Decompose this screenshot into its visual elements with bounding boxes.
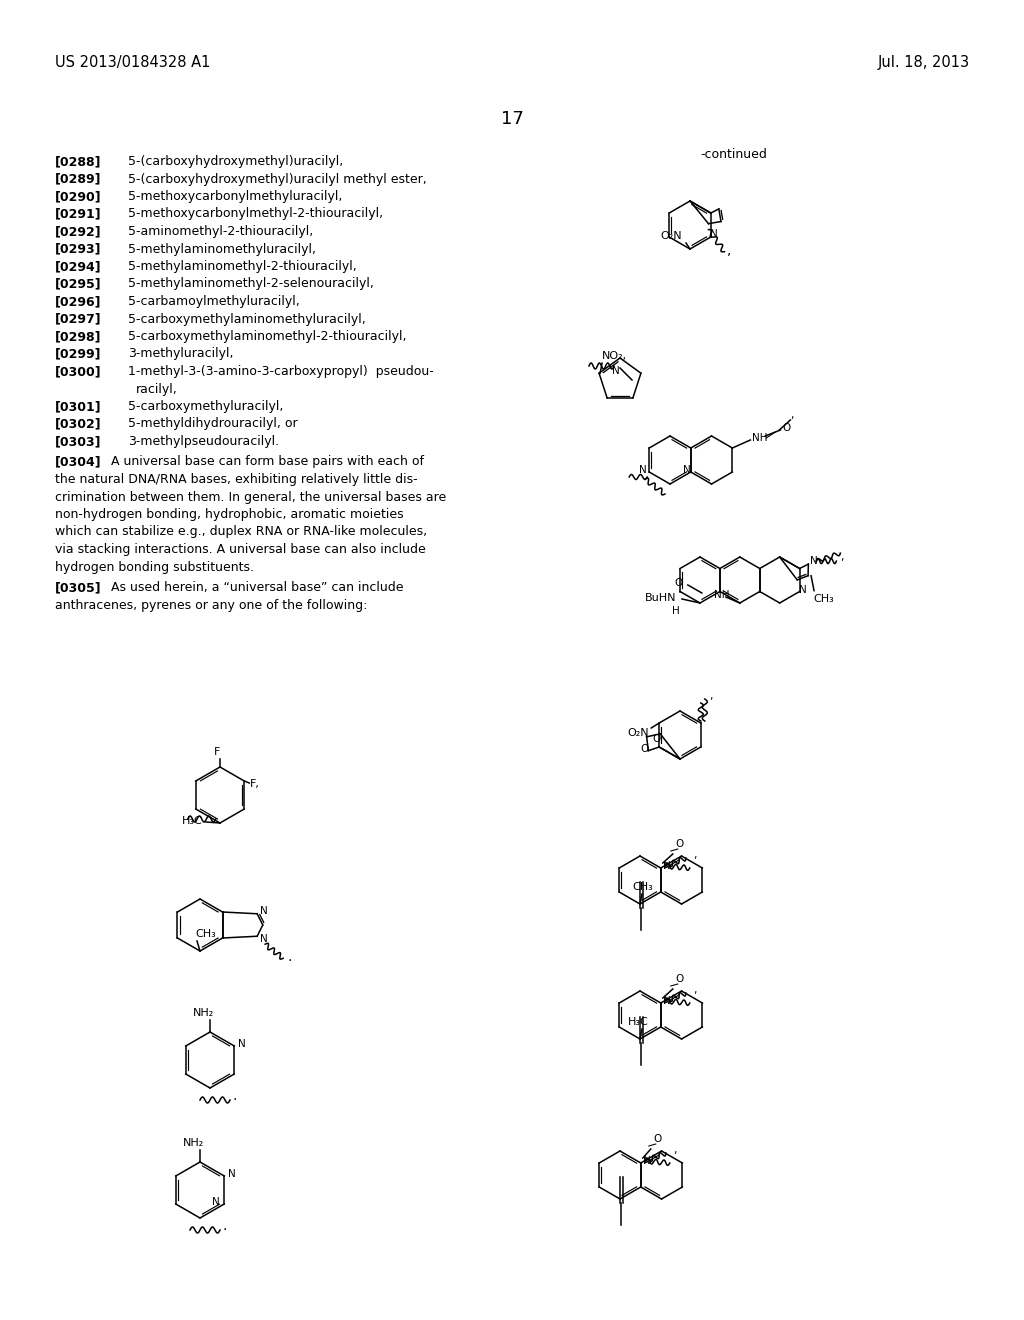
Text: [0293]: [0293] (55, 243, 101, 256)
Text: N: N (663, 997, 671, 1006)
Text: 5-(carboxyhydroxymethyl)uracilyl,: 5-(carboxyhydroxymethyl)uracilyl, (128, 154, 343, 168)
Text: anthracenes, pyrenes or any one of the following:: anthracenes, pyrenes or any one of the f… (55, 598, 368, 611)
Text: [0288]: [0288] (55, 154, 101, 168)
Text: 5-methylaminomethyl-2-selenouracilyl,: 5-methylaminomethyl-2-selenouracilyl, (128, 277, 374, 290)
Text: [0299]: [0299] (55, 347, 101, 360)
Text: 3-methylpseudouracilyl.: 3-methylpseudouracilyl. (128, 436, 280, 447)
Text: 5-methyldihydrouracilyl, or: 5-methyldihydrouracilyl, or (128, 417, 298, 430)
Text: CH₃: CH₃ (813, 594, 834, 603)
Text: [0303]: [0303] (55, 436, 101, 447)
Text: ,: , (791, 411, 794, 420)
Text: 5-carbamoylmethyluracilyl,: 5-carbamoylmethyluracilyl, (128, 294, 300, 308)
Text: non-hydrogen bonding, hydrophobic, aromatic moieties: non-hydrogen bonding, hydrophobic, aroma… (55, 508, 403, 521)
Text: via stacking interactions. A universal base can also include: via stacking interactions. A universal b… (55, 543, 426, 556)
Text: 5-methoxycarbonylmethyluracilyl,: 5-methoxycarbonylmethyluracilyl, (128, 190, 342, 203)
Text: .: . (232, 1089, 237, 1104)
Text: N: N (239, 1039, 246, 1049)
Text: CH₃: CH₃ (632, 882, 652, 892)
Text: [0295]: [0295] (55, 277, 101, 290)
Text: .: . (287, 950, 292, 964)
Text: NH₂: NH₂ (183, 1138, 205, 1148)
Text: ,: , (709, 690, 713, 701)
Text: BuHN: BuHN (645, 593, 677, 603)
Text: N: N (260, 935, 268, 944)
Text: F,: F, (250, 779, 260, 789)
Text: O₂N: O₂N (660, 231, 682, 242)
Text: ,: , (693, 985, 696, 995)
Text: N: N (612, 366, 620, 376)
Text: F: F (214, 747, 220, 756)
Text: [0298]: [0298] (55, 330, 101, 343)
Text: ,: , (693, 850, 696, 861)
Text: NH₂: NH₂ (194, 1008, 215, 1018)
Text: [0300]: [0300] (55, 366, 101, 378)
Text: 5-methylaminomethyl-2-thiouracilyl,: 5-methylaminomethyl-2-thiouracilyl, (128, 260, 356, 273)
Text: racilyl,: racilyl, (136, 383, 178, 396)
Text: O: O (640, 743, 648, 754)
Text: 5-carboxymethylaminomethyluracilyl,: 5-carboxymethylaminomethyluracilyl, (128, 313, 366, 326)
Text: ,: , (673, 1144, 676, 1155)
Text: NH: NH (753, 433, 768, 444)
Text: A universal base can form base pairs with each of: A universal base can form base pairs wit… (103, 455, 424, 469)
Text: the natural DNA/RNA bases, exhibiting relatively little dis-: the natural DNA/RNA bases, exhibiting re… (55, 473, 418, 486)
Text: 3-methyluracilyl,: 3-methyluracilyl, (128, 347, 233, 360)
Text: Jul. 18, 2013: Jul. 18, 2013 (878, 55, 970, 70)
Text: O: O (676, 840, 684, 849)
Text: [0297]: [0297] (55, 313, 101, 326)
Text: 5-methylaminomethyluracilyl,: 5-methylaminomethyluracilyl, (128, 243, 316, 256)
Text: 1-methyl-3-(3-amino-3-carboxypropyl)  pseudou-: 1-methyl-3-(3-amino-3-carboxypropyl) pse… (128, 366, 434, 378)
Text: 5-methoxycarbonylmethyl-2-thiouracilyl,: 5-methoxycarbonylmethyl-2-thiouracilyl, (128, 207, 383, 220)
Text: H: H (672, 606, 680, 616)
Text: O: O (782, 422, 791, 433)
Text: O: O (676, 974, 684, 983)
Text: N: N (663, 861, 671, 871)
Text: O₂N: O₂N (628, 729, 649, 738)
Text: N: N (711, 228, 718, 239)
Text: 17: 17 (501, 110, 523, 128)
Text: ,: , (841, 552, 844, 562)
Text: [0305]: [0305] (55, 581, 101, 594)
Text: NH: NH (714, 590, 729, 601)
Text: [0290]: [0290] (55, 190, 101, 203)
Text: N: N (212, 1197, 220, 1206)
Text: [0289]: [0289] (55, 173, 101, 186)
Text: CH₃: CH₃ (195, 929, 216, 939)
Text: [0291]: [0291] (55, 207, 101, 220)
Text: N: N (643, 1156, 650, 1166)
Text: 5-(carboxyhydroxymethyl)uracilyl methyl ester,: 5-(carboxyhydroxymethyl)uracilyl methyl … (128, 173, 427, 186)
Text: N: N (260, 906, 268, 916)
Text: O: O (675, 578, 683, 587)
Text: which can stabilize e.g., duplex RNA or RNA-like molecules,: which can stabilize e.g., duplex RNA or … (55, 525, 427, 539)
Text: H₃C: H₃C (182, 816, 203, 826)
Text: O: O (653, 1134, 663, 1144)
Text: [0292]: [0292] (55, 224, 101, 238)
Text: 5-carboxymethylaminomethyl-2-thiouracilyl,: 5-carboxymethylaminomethyl-2-thiouracily… (128, 330, 407, 343)
Text: hydrogen bonding substituents.: hydrogen bonding substituents. (55, 561, 254, 573)
Text: [0302]: [0302] (55, 417, 101, 430)
Text: .: . (222, 1218, 226, 1233)
Text: [0301]: [0301] (55, 400, 101, 413)
Text: [0304]: [0304] (55, 455, 101, 469)
Text: [0296]: [0296] (55, 294, 101, 308)
Text: N: N (800, 585, 807, 595)
Text: As used herein, a “universal base” can include: As used herein, a “universal base” can i… (103, 581, 403, 594)
Text: ,: , (726, 243, 731, 256)
Text: -continued: -continued (700, 148, 767, 161)
Text: N: N (639, 465, 647, 475)
Text: N: N (228, 1170, 236, 1179)
Text: US 2013/0184328 A1: US 2013/0184328 A1 (55, 55, 210, 70)
Text: H₃C: H₃C (628, 1016, 649, 1027)
Text: 5-carboxymethyluracilyl,: 5-carboxymethyluracilyl, (128, 400, 284, 413)
Text: N: N (810, 556, 818, 566)
Text: 5-aminomethyl-2-thiouracilyl,: 5-aminomethyl-2-thiouracilyl, (128, 224, 313, 238)
Text: NO₂,: NO₂, (602, 351, 628, 362)
Text: crimination between them. In general, the universal bases are: crimination between them. In general, th… (55, 491, 446, 503)
Text: N: N (683, 465, 690, 475)
Text: [0294]: [0294] (55, 260, 101, 273)
Text: O: O (652, 734, 660, 743)
